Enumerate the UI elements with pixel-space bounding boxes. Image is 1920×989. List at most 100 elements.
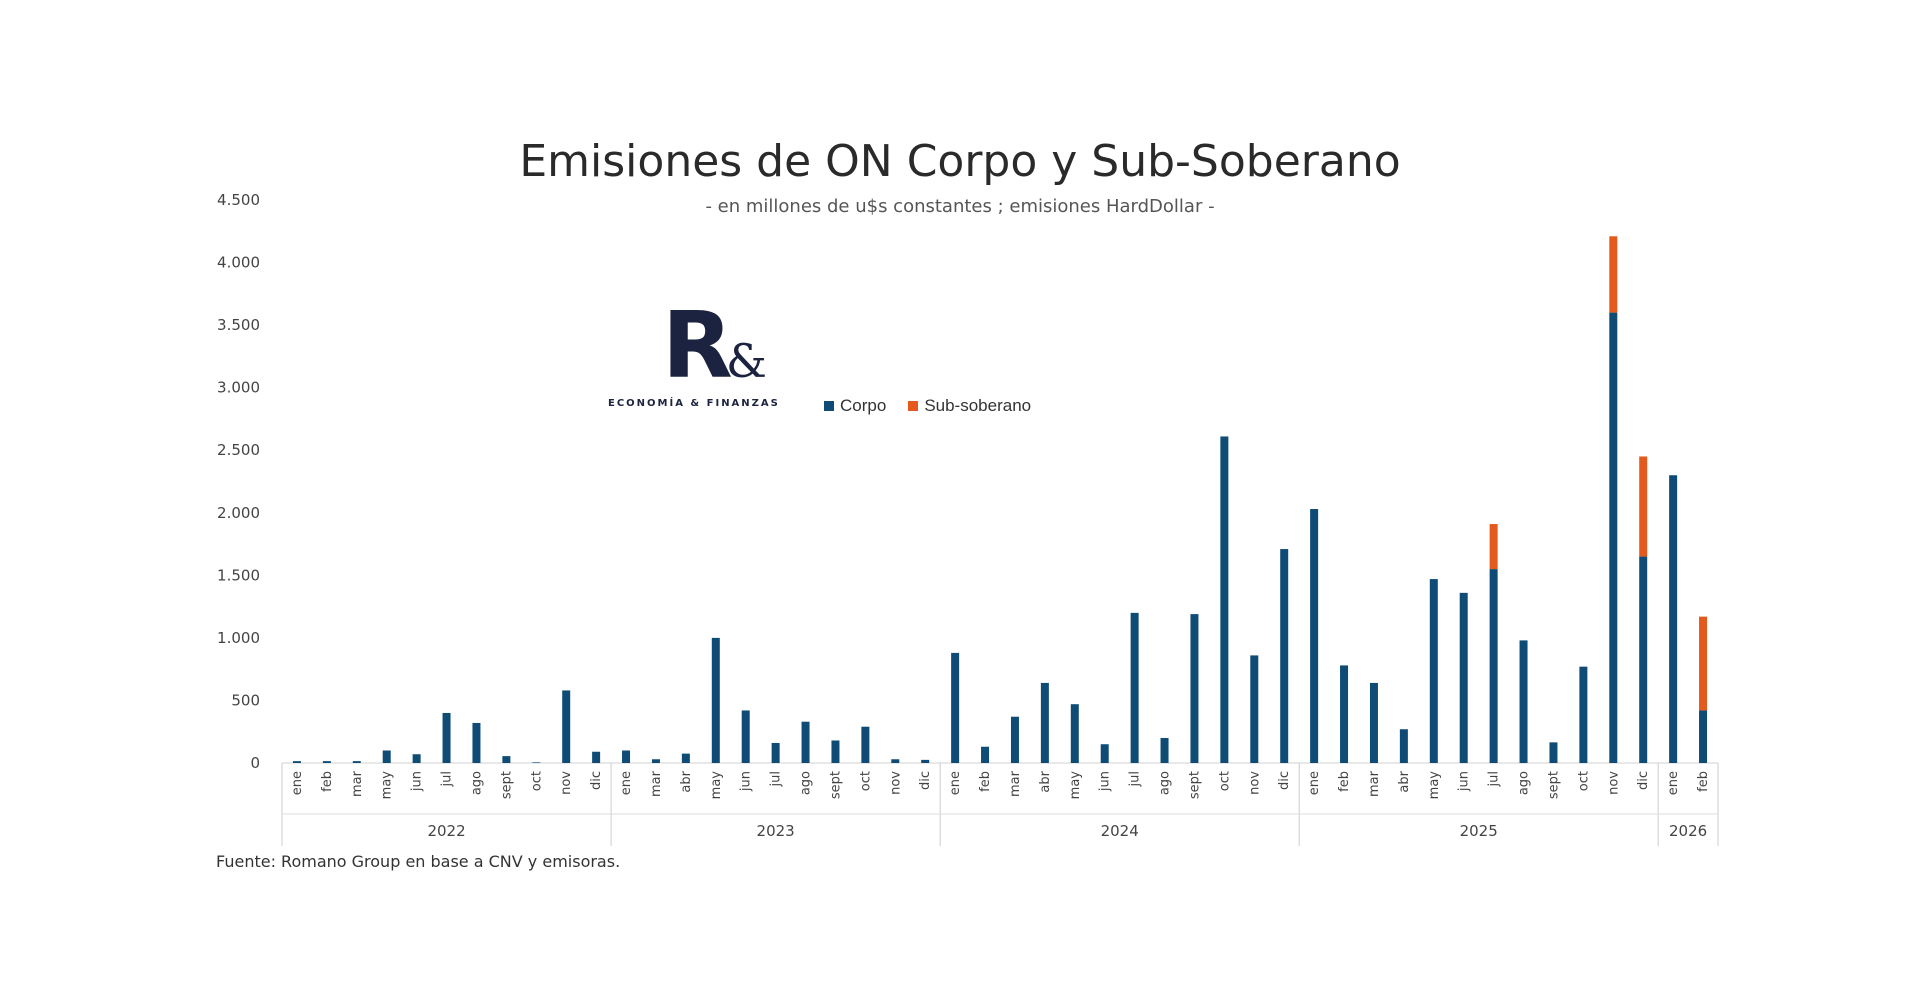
x-group-label: 2026: [1669, 822, 1707, 840]
source-note: Fuente: Romano Group en base a CNV y emi…: [216, 852, 621, 871]
x-tick-label: sept: [1187, 771, 1202, 799]
x-tick-label: oct: [529, 771, 544, 791]
x-tick-label: abr: [679, 770, 694, 792]
x-tick-label: jul: [1487, 771, 1502, 787]
legend-item-sub-soberano[interactable]: Sub-soberano: [908, 396, 1031, 416]
logo-tagline: ECONOMÍA & FINANZAS: [608, 398, 780, 409]
bar-corpo: [801, 721, 810, 763]
bar-corpo: [1369, 682, 1378, 763]
bar-corpo: [472, 722, 481, 763]
y-tick-label: 3.000: [217, 379, 260, 397]
x-tick-label: mar: [649, 770, 664, 797]
bar-corpo: [651, 759, 660, 763]
bar-corpo: [412, 754, 421, 763]
x-tick-label: sept: [1546, 771, 1561, 799]
bar-corpo: [382, 750, 391, 763]
bar-corpo: [1220, 436, 1229, 763]
bar-corpo: [1190, 614, 1199, 763]
x-tick-label: feb: [320, 771, 335, 792]
bar-corpo: [1040, 682, 1049, 763]
bar-corpo: [1250, 655, 1259, 763]
bar-corpo: [352, 761, 361, 763]
x-tick-label: oct: [858, 771, 873, 791]
bar-corpo: [861, 726, 870, 763]
y-tick-label: 2.500: [217, 441, 260, 459]
y-tick-label: 4.000: [217, 254, 260, 272]
x-tick-label: dic: [918, 771, 933, 790]
bar-corpo: [681, 753, 690, 763]
legend-item-corpo[interactable]: Corpo: [824, 396, 886, 416]
brand-logo: R & ECONOMÍA & FINANZAS: [608, 300, 788, 412]
x-tick-label: ene: [290, 771, 305, 795]
y-tick-label: 500: [231, 691, 260, 709]
bar-corpo: [1639, 556, 1648, 763]
x-tick-label: feb: [978, 771, 993, 792]
bar-corpo: [322, 761, 331, 763]
x-tick-label: may: [1068, 771, 1083, 800]
x-group-label: 2022: [427, 822, 465, 840]
x-group-label: 2023: [757, 822, 795, 840]
x-tick-label: jul: [1128, 771, 1143, 787]
x-tick-label: jul: [440, 771, 455, 787]
legend-label-sub-soberano: Sub-soberano: [924, 396, 1032, 415]
x-tick-label: ene: [1307, 771, 1322, 795]
x-tick-label: jun: [410, 771, 425, 792]
x-tick-label: nov: [888, 771, 903, 795]
y-tick-label: 1.500: [217, 566, 260, 584]
bar-corpo: [1549, 742, 1558, 763]
bar-corpo: [891, 759, 900, 763]
x-tick-label: ago: [1517, 771, 1532, 795]
y-tick-label: 0: [250, 754, 260, 772]
y-tick-label: 1.000: [217, 629, 260, 647]
y-tick-label: 2.000: [217, 504, 260, 522]
legend-label-corpo: Corpo: [840, 396, 887, 415]
bar-corpo: [1010, 716, 1019, 763]
x-tick-label: feb: [1337, 771, 1352, 792]
bar-corpo: [1579, 666, 1588, 763]
chart-subtitle: - en millones de u$s constantes ; emisio…: [705, 196, 1215, 217]
bar-corpo: [1310, 509, 1319, 763]
bar-corpo: [1699, 710, 1708, 763]
y-tick-label: 3.500: [217, 316, 260, 334]
bar-sub-soberano: [1609, 236, 1618, 313]
legend-swatch-sub-soberano: [908, 401, 919, 411]
bar-corpo: [532, 762, 541, 763]
x-tick-label: ago: [469, 771, 484, 795]
bar-corpo: [921, 759, 930, 763]
x-tick-label: nov: [1247, 771, 1262, 795]
x-tick-label: jun: [1098, 771, 1113, 792]
x-group-label: 2025: [1460, 822, 1498, 840]
x-tick-label: may: [380, 771, 395, 800]
bar-corpo: [1160, 737, 1169, 763]
x-tick-label: jul: [769, 771, 784, 787]
x-tick-label: abr: [1397, 770, 1412, 792]
x-tick-label: sept: [828, 771, 843, 799]
bar-corpo: [1459, 592, 1468, 763]
x-tick-label: ene: [1666, 771, 1681, 795]
x-tick-label: ene: [619, 771, 634, 795]
x-tick-label: sept: [499, 771, 514, 799]
bar-corpo: [1429, 579, 1438, 763]
bar-corpo: [981, 746, 990, 763]
x-tick-label: nov: [1606, 771, 1621, 795]
x-tick-label: mar: [1008, 770, 1023, 797]
x-tick-label: jun: [1457, 771, 1472, 792]
x-tick-label: mar: [1367, 770, 1382, 797]
bar-corpo: [1399, 729, 1408, 763]
x-tick-label: ene: [948, 771, 963, 795]
bar-corpo: [562, 690, 571, 763]
bar-corpo: [951, 652, 960, 763]
bar-sub-soberano: [1699, 616, 1708, 711]
bar-corpo: [1100, 744, 1109, 763]
x-tick-label: dic: [589, 771, 604, 790]
bar-corpo: [1070, 704, 1079, 763]
x-tick-label: ago: [799, 771, 814, 795]
bar-corpo: [1340, 665, 1349, 763]
x-tick-label: jun: [739, 771, 754, 792]
x-tick-label: may: [709, 771, 724, 800]
y-tick-label: 4.500: [217, 191, 260, 209]
bar-sub-soberano: [1639, 456, 1648, 557]
x-tick-label: may: [1427, 771, 1442, 800]
bar-corpo: [831, 740, 840, 763]
